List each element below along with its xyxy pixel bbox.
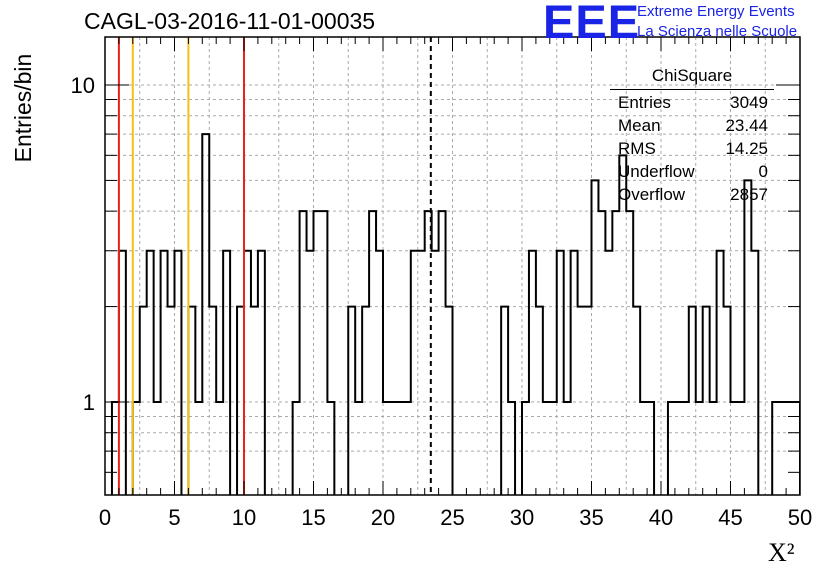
stats-key: Mean (618, 116, 661, 135)
stats-box: ChiSquare Entries 3049 Mean 23.44 RMS 14… (610, 66, 774, 204)
x-tick-label: 0 (99, 505, 111, 530)
stats-title: ChiSquare (651, 66, 733, 85)
stats-row-overflow: Overflow 2857 (618, 185, 768, 207)
y-tick-label: 10 (71, 73, 95, 98)
x-tick-label: 15 (301, 505, 325, 530)
x-tick-label: 25 (440, 505, 464, 530)
stats-divider (610, 89, 774, 90)
stats-value: 2857 (730, 185, 768, 204)
stats-row-underflow: Underflow 0 (618, 162, 768, 184)
x-tick-label: 30 (510, 505, 534, 530)
x-tick-label: 35 (579, 505, 603, 530)
stats-row-entries: Entries 3049 (618, 93, 768, 115)
logo-subtitle-line1: Extreme Energy Events (637, 3, 795, 20)
y-tick-label: 1 (83, 390, 95, 415)
x-tick-label: 45 (718, 505, 742, 530)
y-axis-label: Entries/bin (10, 53, 36, 163)
stats-value: 23.44 (725, 116, 768, 135)
eee-logo: EEE (543, 0, 641, 48)
stats-key: Entries (618, 93, 671, 112)
stats-value: 3049 (730, 93, 768, 112)
x-axis-label: X² (768, 538, 795, 567)
stats-key: Overflow (618, 185, 686, 204)
x-tick-label: 20 (371, 505, 395, 530)
logo-subtitle-line2: La Scienza nelle Scuole (637, 23, 798, 40)
stats-value: 0 (758, 162, 768, 181)
stats-key: Underflow (618, 162, 695, 181)
x-tick-label: 5 (168, 505, 180, 530)
x-tick-label: 50 (788, 505, 812, 530)
x-tick-label: 10 (232, 505, 256, 530)
stats-row-mean: Mean 23.44 (618, 116, 768, 138)
x-tick-label: 40 (649, 505, 673, 530)
stats-key: RMS (618, 139, 656, 158)
chart-title: CAGL-03-2016-11-01-00035 (84, 8, 376, 34)
stats-row-rms: RMS 14.25 (618, 139, 768, 161)
stats-value: 14.25 (725, 139, 768, 158)
